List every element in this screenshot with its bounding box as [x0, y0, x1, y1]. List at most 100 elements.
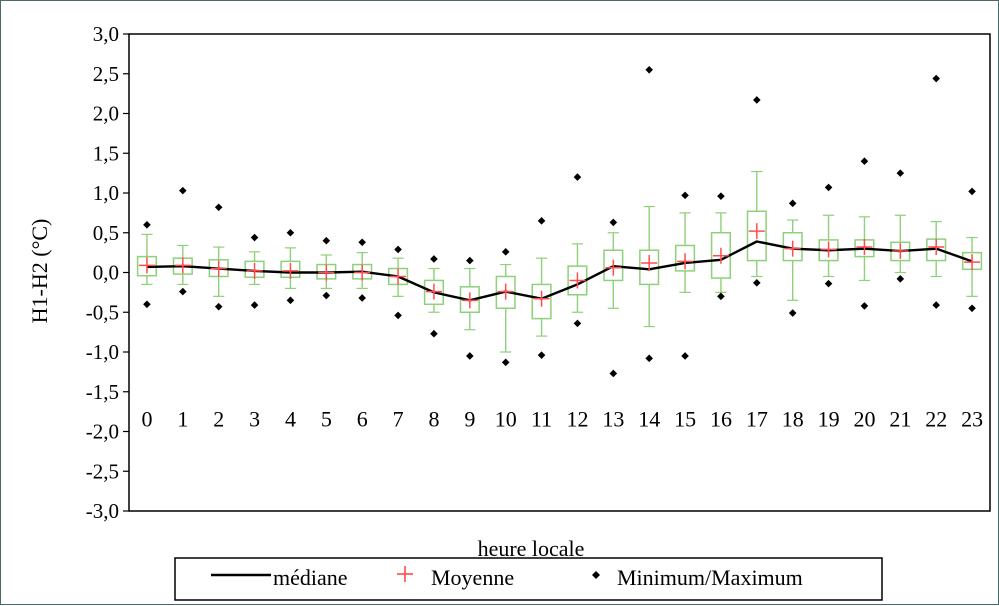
minimum-marker	[681, 352, 689, 360]
minimum-marker	[968, 304, 976, 313]
legend-extreme-label: Minimum/Maximum	[617, 565, 803, 590]
x-tick-label: 22	[925, 407, 947, 432]
maximum-marker	[466, 256, 474, 265]
minimum-marker	[609, 369, 618, 378]
minimum-marker	[143, 300, 151, 309]
mean-marker	[820, 241, 837, 258]
minimum-marker	[501, 358, 510, 367]
mean-marker	[748, 223, 765, 240]
maximum-marker	[322, 236, 331, 245]
mean-marker	[354, 264, 371, 281]
box	[531, 283, 552, 320]
x-axis-title: heure locale	[478, 536, 585, 561]
mean-marker	[677, 253, 694, 270]
minimum-marker	[214, 302, 223, 311]
x-tick-label: 7	[393, 407, 404, 432]
minimum-marker	[788, 309, 797, 317]
x-tick-label: 5	[321, 407, 332, 432]
mean-marker	[892, 243, 909, 260]
y-tick-label: -1,0	[86, 340, 119, 364]
maximum-marker	[430, 255, 438, 263]
maximum-marker	[609, 218, 618, 227]
y-axis-title: H1-H2 (°C)	[27, 219, 52, 324]
minimum-marker	[645, 354, 653, 363]
x-tick-label: 11	[531, 407, 552, 432]
minimum-marker	[860, 302, 869, 310]
mean-marker	[641, 254, 658, 271]
box	[603, 249, 624, 282]
mean-marker	[533, 290, 550, 307]
y-tick-label: 1,0	[93, 181, 119, 205]
maximum-marker	[358, 238, 366, 247]
mean-marker	[928, 239, 945, 256]
x-tick-label: 15	[674, 407, 696, 432]
x-tick-label: 21	[889, 407, 911, 432]
y-tick-label: -1,5	[86, 380, 119, 404]
y-tick-label: 0,5	[93, 221, 119, 245]
mean-marker	[174, 257, 191, 274]
minimum-marker	[466, 352, 474, 360]
minimum-marker	[358, 294, 366, 302]
mean-marker	[497, 283, 514, 300]
box	[423, 279, 445, 306]
minimum-marker	[717, 292, 725, 301]
minimum-marker	[896, 275, 905, 283]
x-tick-label: 23	[961, 407, 983, 432]
x-tick-label: 4	[285, 407, 296, 432]
legend-mean-swatch	[397, 566, 413, 582]
maximum-marker	[394, 245, 402, 254]
x-tick-label: 6	[357, 407, 368, 432]
mean-marker	[461, 292, 478, 309]
mean-marker	[390, 268, 407, 285]
mean-marker	[425, 283, 442, 300]
y-tick-label: 0,0	[93, 261, 119, 285]
maximum-marker	[286, 228, 295, 237]
x-tick-label: 9	[464, 407, 475, 432]
maximum-marker	[645, 65, 653, 74]
maximum-marker	[143, 221, 151, 229]
maximum-marker	[537, 217, 546, 225]
mean-marker	[605, 259, 622, 276]
x-tick-label: 1	[177, 407, 188, 432]
minimum-marker	[430, 329, 438, 338]
minimum-marker	[573, 319, 582, 328]
x-tick-label: 14	[638, 407, 660, 432]
maximum-marker	[860, 157, 869, 165]
x-axis: 0 1 2 3 4 5 6 7 8 9 10 11 12 13 14 15 16 17 18 19 20 21 22 23	[141, 407, 983, 432]
minimum-marker	[932, 301, 940, 309]
maximum-marker	[896, 169, 905, 177]
x-tick-label: 12	[566, 407, 588, 432]
mean-marker	[856, 239, 873, 256]
mean-marker	[964, 254, 981, 271]
maximum-marker	[788, 199, 797, 208]
minimum-marker	[753, 279, 761, 287]
y-tick-label: -2,0	[86, 420, 119, 444]
maximum-marker	[250, 233, 259, 242]
x-tick-label: 10	[495, 407, 517, 432]
x-tick-label: 16	[710, 407, 732, 432]
box	[459, 286, 480, 313]
mean-marker	[138, 257, 155, 274]
y-axis: 3,0 2,5 2,0 1,5 1,0 0,5 0,0 -0,5 -1,0 -1,5 -2,0 -2,…	[86, 22, 129, 523]
mean-marker	[569, 272, 586, 289]
minimum-marker	[394, 311, 402, 320]
legend-median-label: médiane	[273, 565, 348, 590]
x-tick-label: 20	[853, 407, 875, 432]
y-tick-label: 1,5	[93, 141, 119, 165]
maximum-marker	[717, 192, 725, 200]
maximum-marker	[179, 186, 187, 195]
means-layer	[138, 223, 981, 309]
maximum-marker	[573, 173, 582, 181]
minimum-marker	[250, 301, 259, 309]
box	[746, 210, 767, 262]
legend: médiane Moyenne Minimum/Maximum	[174, 557, 883, 601]
y-tick-label: 3,0	[93, 22, 119, 46]
minimum-marker	[322, 291, 331, 300]
maximum-marker	[681, 191, 689, 200]
mean-marker	[246, 262, 263, 279]
maximum-marker	[214, 203, 223, 212]
minimum-marker	[537, 351, 546, 359]
y-tick-label: 2,5	[93, 62, 119, 86]
